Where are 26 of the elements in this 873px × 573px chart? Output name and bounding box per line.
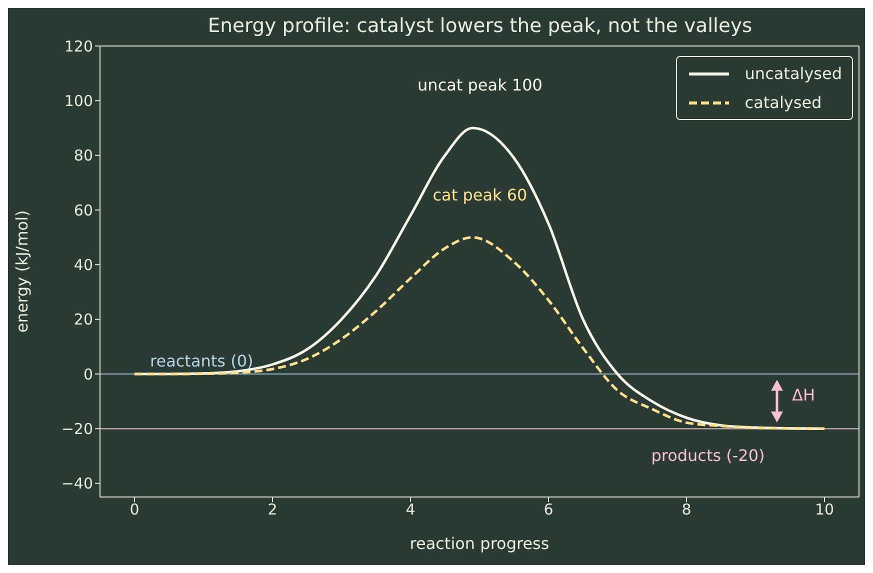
ref-line-label: reactants (0) xyxy=(150,351,254,370)
y-tick-label: 120 xyxy=(64,37,93,56)
y-tick-label: −20 xyxy=(61,420,93,438)
y-tick-label: −40 xyxy=(61,474,93,493)
x-tick-label: 2 xyxy=(268,500,278,519)
x-tick-label: 10 xyxy=(814,500,834,519)
annotation: ΔH xyxy=(792,386,815,405)
y-tick-label: 60 xyxy=(74,201,93,220)
line-series xyxy=(133,236,826,430)
y-tick-label: 100 xyxy=(64,92,93,110)
y-tick-label: 40 xyxy=(74,256,93,274)
legend-label: uncatalysed xyxy=(744,64,842,83)
x-tick-label: 6 xyxy=(544,500,554,519)
x-tick-label: 4 xyxy=(406,500,416,519)
x-tick-label: 0 xyxy=(130,500,140,519)
y-tick-label: 20 xyxy=(74,310,93,329)
y-tick-label: 0 xyxy=(83,365,93,384)
legend-label: catalysed xyxy=(744,93,822,112)
annotation: uncat peak 100 xyxy=(418,76,542,95)
annotation: cat peak 60 xyxy=(432,186,528,205)
chart-title: Energy profile: catalyst lowers the peak, not the valleys xyxy=(206,14,754,37)
y-tick-label: 80 xyxy=(74,146,93,165)
x-tick-label: 8 xyxy=(682,500,692,519)
x-axis-title: reaction progress xyxy=(410,534,550,553)
ref-line-label: products (-20) xyxy=(651,446,765,466)
y-axis-title: energy (kJ/mol) xyxy=(12,210,32,333)
